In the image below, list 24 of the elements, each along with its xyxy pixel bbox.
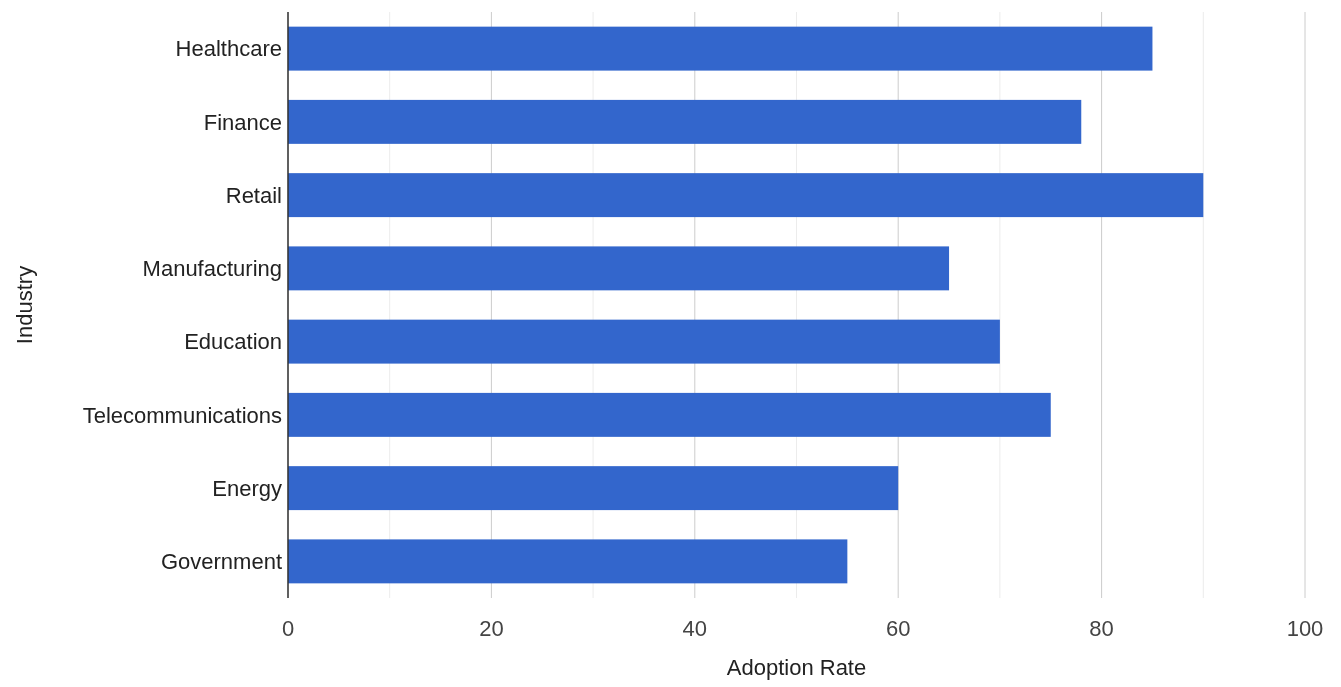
bar bbox=[288, 26, 1153, 71]
x-tick-label: 20 bbox=[479, 616, 504, 641]
x-tick-label: 80 bbox=[1089, 616, 1114, 641]
x-axis-title: Adoption Rate bbox=[726, 655, 867, 680]
bar bbox=[288, 99, 1082, 144]
y-tick-label: Manufacturing bbox=[142, 256, 282, 282]
x-tick-label: 40 bbox=[682, 616, 708, 641]
bar bbox=[288, 173, 1204, 218]
bar bbox=[288, 539, 848, 584]
y-tick-label: Telecommunications bbox=[82, 402, 282, 428]
y-tick-label: Healthcare bbox=[175, 36, 282, 62]
bar bbox=[288, 319, 1000, 364]
x-tick-label: 100 bbox=[1286, 616, 1324, 641]
x-tick-label: 60 bbox=[885, 616, 911, 641]
y-tick-label: Education bbox=[184, 329, 282, 355]
bar bbox=[288, 466, 899, 511]
y-tick-label: Finance bbox=[203, 109, 282, 135]
y-tick-label: Energy bbox=[212, 475, 282, 501]
y-axis-title: Industry bbox=[12, 265, 37, 345]
y-tick-label: Retail bbox=[225, 182, 282, 208]
x-tick-label: 0 bbox=[281, 616, 295, 641]
y-tick-label: Government bbox=[160, 549, 282, 575]
bar bbox=[288, 246, 950, 291]
bar bbox=[288, 392, 1051, 437]
